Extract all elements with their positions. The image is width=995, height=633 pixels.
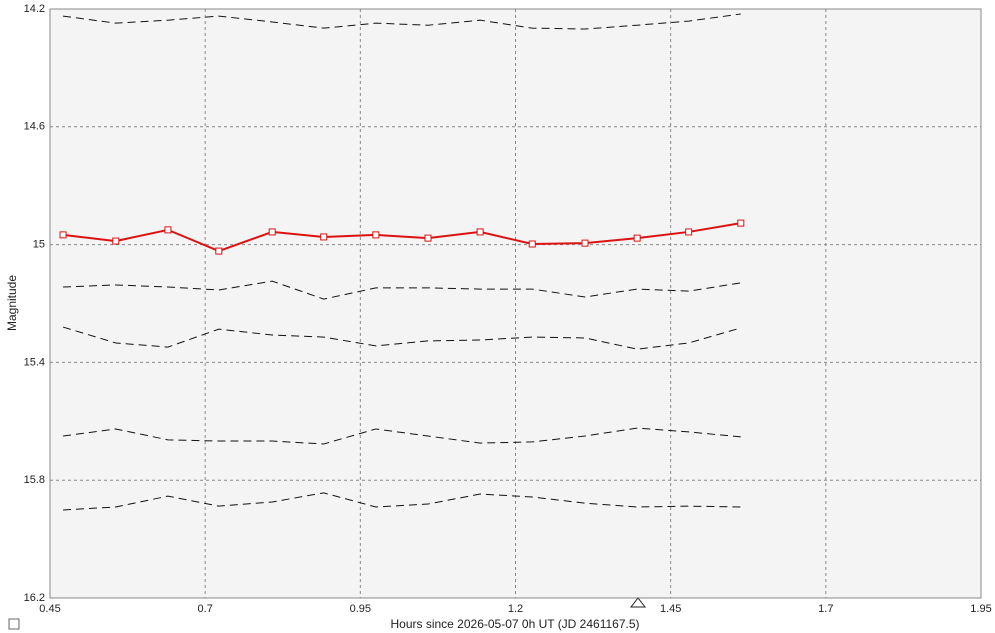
- data-point: [581, 239, 589, 247]
- y-tick-label: 15.4: [24, 356, 45, 368]
- x-tick-label: 0.7: [198, 603, 213, 615]
- y-tick-label: 14.2: [24, 3, 45, 15]
- data-point: [424, 234, 432, 242]
- series-line: [63, 492, 741, 511]
- series-line: [62, 326, 741, 350]
- corner-button[interactable]: [8, 618, 20, 630]
- y-tick-label: 14.6: [24, 121, 45, 133]
- series-line: [63, 280, 741, 300]
- data-point: [112, 237, 120, 245]
- time-marker: [629, 597, 647, 608]
- x-tick-label: 1.2: [508, 603, 523, 615]
- y-axis-title: Magnitude: [5, 275, 19, 331]
- data-point: [372, 231, 380, 239]
- x-tick-label: 1.7: [818, 603, 833, 615]
- data-point: [476, 228, 484, 236]
- data-point: [164, 226, 172, 234]
- data-point: [685, 228, 693, 236]
- data-point: [528, 240, 536, 248]
- x-tick-label: 1.45: [660, 603, 681, 615]
- data-point: [268, 228, 276, 236]
- x-tick-label: 1.95: [970, 603, 991, 615]
- series-line: [62, 13, 741, 30]
- data-point: [737, 219, 745, 227]
- data-point: [59, 231, 67, 239]
- data-point: [320, 233, 328, 241]
- y-tick-label: 15.8: [24, 474, 45, 486]
- x-axis-title: Hours since 2026-05-07 0h UT (JD 2461167…: [390, 617, 639, 631]
- x-tick-label: 0.45: [39, 603, 60, 615]
- y-tick-label: 16.2: [24, 592, 45, 604]
- y-tick-label: 15: [33, 239, 45, 251]
- series-line: [62, 222, 741, 253]
- data-point: [633, 234, 641, 242]
- x-tick-label: 0.95: [350, 603, 371, 615]
- series-line: [62, 427, 741, 445]
- data-point: [215, 247, 223, 255]
